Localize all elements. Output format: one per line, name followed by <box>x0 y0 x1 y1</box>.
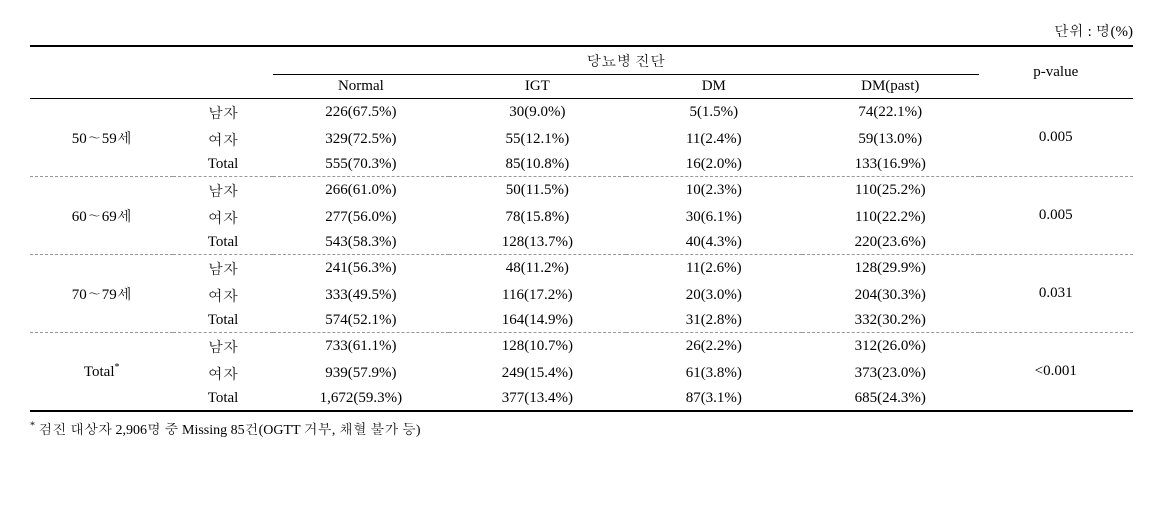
data-cell: 78(15.8%) <box>449 204 625 231</box>
sex-label: 남자 <box>173 177 272 205</box>
data-cell: 40(4.3%) <box>626 231 802 255</box>
sex-label: Total <box>173 309 272 333</box>
data-cell: 377(13.4%) <box>449 387 625 411</box>
data-cell: 128(29.9%) <box>802 255 978 283</box>
data-cell: 373(23.0%) <box>802 360 978 387</box>
data-table: 당뇨병 진단 p-value Normal IGT DM DM(past) 50… <box>30 45 1133 412</box>
data-cell: 333(49.5%) <box>273 282 449 309</box>
sex-label: 여자 <box>173 360 272 387</box>
data-cell: 10(2.3%) <box>626 177 802 205</box>
data-cell: 61(3.8%) <box>626 360 802 387</box>
data-cell: 30(9.0%) <box>449 99 625 127</box>
unit-label: 단위 : 명(%) <box>30 20 1133 41</box>
data-cell: 733(61.1%) <box>273 333 449 361</box>
data-cell: 329(72.5%) <box>273 126 449 153</box>
data-cell: 110(25.2%) <box>802 177 978 205</box>
sex-label: 남자 <box>173 333 272 361</box>
sex-label: Total <box>173 153 272 177</box>
data-cell: 204(30.3%) <box>802 282 978 309</box>
header-col: Normal <box>273 75 449 99</box>
age-label: 70∼79세 <box>30 255 173 333</box>
data-cell: 48(11.2%) <box>449 255 625 283</box>
pvalue-cell: 0.005 <box>979 99 1133 177</box>
sex-label: 남자 <box>173 255 272 283</box>
age-label: Total* <box>30 333 173 412</box>
header-col: DM(past) <box>802 75 978 99</box>
data-cell: 110(22.2%) <box>802 204 978 231</box>
data-cell: 133(16.9%) <box>802 153 978 177</box>
pvalue-cell: 0.005 <box>979 177 1133 255</box>
footnote-text: 검진 대상자 2,906명 중 Missing 85건(OGTT 거부, 채혈 … <box>35 423 421 438</box>
data-cell: 5(1.5%) <box>626 99 802 127</box>
header-pvalue: p-value <box>979 46 1133 99</box>
header-col: DM <box>626 75 802 99</box>
data-cell: 1,672(59.3%) <box>273 387 449 411</box>
sex-label: Total <box>173 387 272 411</box>
sex-label: 여자 <box>173 282 272 309</box>
sex-label: 여자 <box>173 204 272 231</box>
pvalue-cell: <0.001 <box>979 333 1133 412</box>
data-cell: 26(2.2%) <box>626 333 802 361</box>
data-cell: 59(13.0%) <box>802 126 978 153</box>
data-cell: 11(2.4%) <box>626 126 802 153</box>
data-cell: 85(10.8%) <box>449 153 625 177</box>
data-cell: 277(56.0%) <box>273 204 449 231</box>
data-cell: 249(15.4%) <box>449 360 625 387</box>
data-cell: 226(67.5%) <box>273 99 449 127</box>
sex-label: 남자 <box>173 99 272 127</box>
data-cell: 128(13.7%) <box>449 231 625 255</box>
data-cell: 685(24.3%) <box>802 387 978 411</box>
data-cell: 30(6.1%) <box>626 204 802 231</box>
pvalue-cell: 0.031 <box>979 255 1133 333</box>
data-cell: 555(70.3%) <box>273 153 449 177</box>
footnote: * 검진 대상자 2,906명 중 Missing 85건(OGTT 거부, 채… <box>30 418 1133 439</box>
header-group: 당뇨병 진단 <box>273 46 979 75</box>
data-cell: 16(2.0%) <box>626 153 802 177</box>
data-cell: 939(57.9%) <box>273 360 449 387</box>
data-cell: 312(26.0%) <box>802 333 978 361</box>
data-cell: 74(22.1%) <box>802 99 978 127</box>
data-cell: 20(3.0%) <box>626 282 802 309</box>
sex-label: Total <box>173 231 272 255</box>
data-cell: 116(17.2%) <box>449 282 625 309</box>
data-cell: 50(11.5%) <box>449 177 625 205</box>
data-cell: 128(10.7%) <box>449 333 625 361</box>
data-cell: 31(2.8%) <box>626 309 802 333</box>
data-cell: 55(12.1%) <box>449 126 625 153</box>
header-col: IGT <box>449 75 625 99</box>
data-cell: 11(2.6%) <box>626 255 802 283</box>
data-cell: 164(14.9%) <box>449 309 625 333</box>
data-cell: 266(61.0%) <box>273 177 449 205</box>
data-cell: 543(58.3%) <box>273 231 449 255</box>
data-cell: 332(30.2%) <box>802 309 978 333</box>
sex-label: 여자 <box>173 126 272 153</box>
table-body: 50∼59세남자226(67.5%)30(9.0%)5(1.5%)74(22.1… <box>30 99 1133 412</box>
data-cell: 574(52.1%) <box>273 309 449 333</box>
data-cell: 87(3.1%) <box>626 387 802 411</box>
table-header: 당뇨병 진단 p-value Normal IGT DM DM(past) <box>30 46 1133 99</box>
data-cell: 220(23.6%) <box>802 231 978 255</box>
age-label: 60∼69세 <box>30 177 173 255</box>
data-cell: 241(56.3%) <box>273 255 449 283</box>
age-label: 50∼59세 <box>30 99 173 177</box>
